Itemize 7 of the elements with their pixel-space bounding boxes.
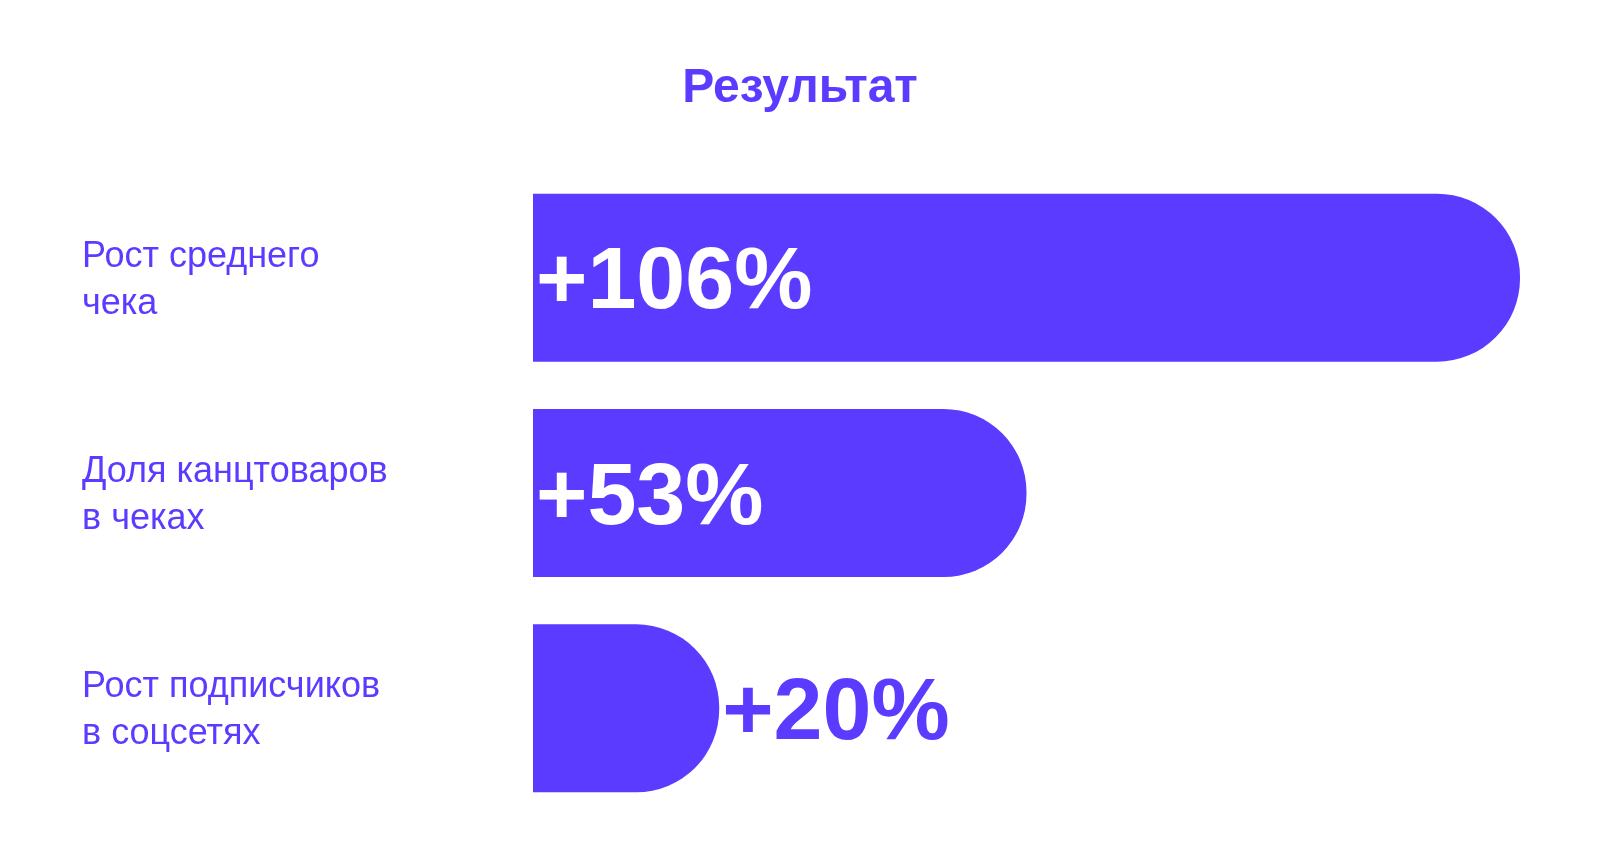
data-label: +53% [536, 443, 764, 543]
y-tick-label: Рост подписчиков в соцсетях [82, 664, 381, 752]
y-tick-label: Доля канцтоваров в чеках [82, 449, 388, 537]
data-label: +20% [722, 658, 950, 758]
chart-title: Результат [682, 58, 918, 112]
y-tick-label: Рост среднего чека [82, 234, 320, 322]
data-label: +106% [536, 228, 813, 328]
